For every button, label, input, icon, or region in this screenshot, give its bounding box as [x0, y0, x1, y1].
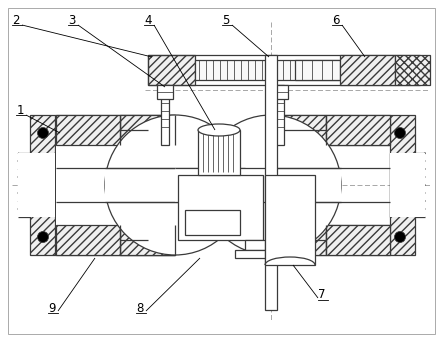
- Bar: [235, 250, 265, 258]
- Bar: [198, 130, 240, 175]
- Text: 7: 7: [318, 289, 326, 302]
- Bar: [185, 210, 240, 235]
- Bar: [120, 115, 175, 145]
- Bar: [178, 175, 263, 240]
- Bar: [326, 115, 390, 145]
- Bar: [271, 225, 326, 255]
- Text: 5: 5: [222, 13, 229, 26]
- Ellipse shape: [198, 124, 240, 136]
- Text: 4: 4: [144, 13, 152, 26]
- Text: 2: 2: [12, 13, 20, 26]
- Bar: [175, 168, 341, 202]
- Bar: [415, 153, 425, 217]
- Bar: [271, 115, 326, 145]
- Bar: [395, 55, 430, 85]
- Bar: [161, 85, 169, 145]
- Circle shape: [38, 128, 48, 139]
- Text: 1: 1: [16, 104, 24, 117]
- Bar: [390, 115, 415, 255]
- Bar: [105, 168, 245, 202]
- Bar: [18, 153, 30, 217]
- Bar: [120, 225, 175, 255]
- Bar: [245, 240, 265, 250]
- Bar: [295, 60, 340, 80]
- Bar: [195, 60, 390, 80]
- Circle shape: [395, 128, 405, 139]
- Bar: [276, 85, 284, 145]
- Polygon shape: [56, 117, 175, 253]
- Bar: [30, 153, 55, 217]
- Bar: [265, 55, 277, 310]
- Text: 8: 8: [136, 302, 144, 315]
- Circle shape: [38, 232, 48, 242]
- Circle shape: [105, 115, 245, 255]
- Bar: [56, 115, 120, 145]
- Bar: [340, 55, 395, 85]
- Text: 6: 6: [332, 13, 340, 26]
- Bar: [30, 115, 55, 255]
- Bar: [120, 115, 175, 145]
- Circle shape: [201, 115, 341, 255]
- Bar: [390, 153, 415, 217]
- Bar: [265, 175, 315, 265]
- Bar: [148, 55, 195, 85]
- Circle shape: [395, 232, 405, 242]
- Bar: [56, 225, 120, 255]
- Text: 3: 3: [68, 13, 76, 26]
- Bar: [326, 225, 390, 255]
- Bar: [272, 85, 288, 99]
- Bar: [120, 225, 175, 255]
- Bar: [157, 85, 173, 99]
- Text: 9: 9: [48, 302, 56, 315]
